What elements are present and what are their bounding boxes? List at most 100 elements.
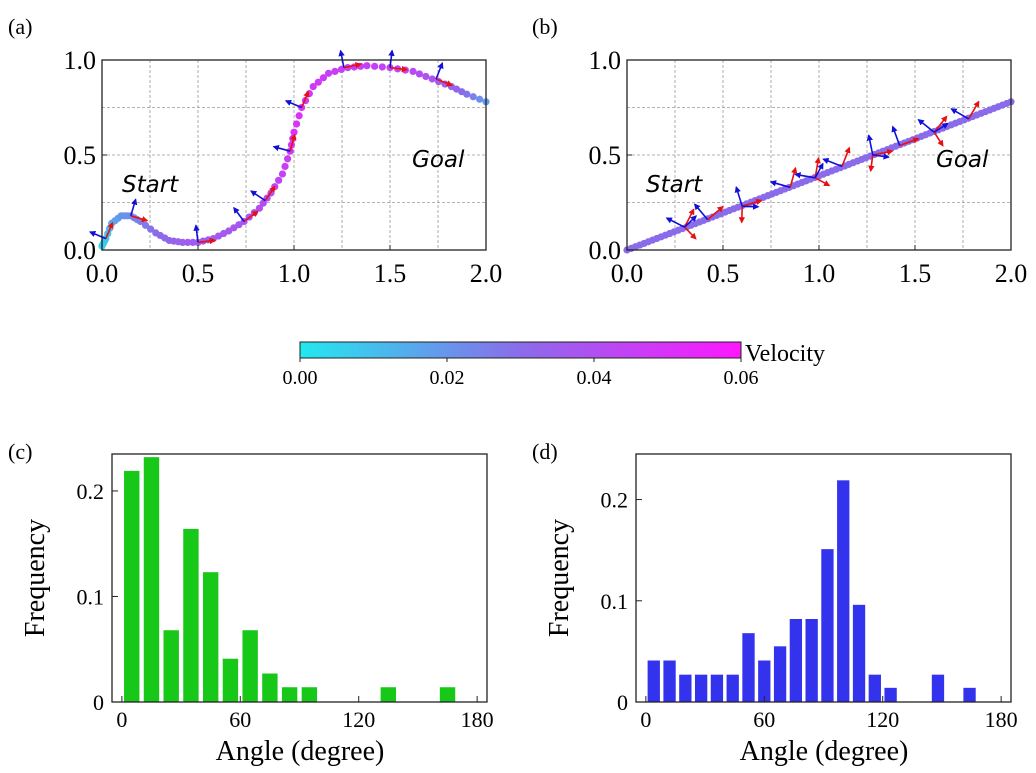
frame-y-arrow (693, 203, 709, 221)
x-tick-label: 0.5 (707, 259, 740, 288)
y-axis-label-d: Frequency (544, 519, 575, 637)
x-tick-label: 0 (640, 707, 651, 732)
x-axis-label-c: Angle (degree) (216, 736, 385, 767)
frame-x-arrow (197, 237, 217, 245)
x-tick-label: 120 (866, 707, 899, 732)
y-tick-label: 0 (617, 690, 628, 715)
frame-y-arrow (872, 153, 890, 160)
panel-label-a: (a) (8, 14, 32, 39)
frame-y-arrow (272, 144, 291, 152)
frame-x-arrow (435, 78, 454, 87)
y-tick-label: 0.0 (589, 236, 622, 265)
frame-y-arrow (130, 198, 138, 217)
frame-y-arrow (233, 206, 245, 222)
histogram-bar (837, 480, 850, 702)
frame-y-arrow (435, 62, 444, 80)
x-tick-label: 1.0 (803, 259, 836, 288)
frame-x-arrow (343, 62, 362, 69)
trajectory-point (356, 62, 365, 70)
frame-x-arrow (264, 185, 276, 202)
histogram-bar (202, 572, 219, 702)
frame-y-arrow (769, 180, 791, 189)
histogram-bar (758, 660, 771, 702)
histogram-bar (694, 674, 708, 702)
frame-x-arrow (243, 210, 259, 223)
frame-y-arrow (684, 215, 697, 228)
x-tick-label: 1.5 (899, 259, 932, 288)
x-tick-label: 0 (116, 707, 127, 732)
x-tick-label: 0.5 (182, 259, 215, 288)
histogram-bar (821, 549, 834, 702)
start-annotation-a: Start (122, 172, 179, 198)
frame-x-arrow (872, 148, 894, 156)
colorbar-tick-label: 0.02 (430, 367, 465, 389)
x-tick-label: 60 (753, 707, 775, 732)
frame-y-arrow (193, 224, 200, 243)
frame-x-arrow (868, 154, 875, 173)
y-tick-label: 0 (93, 690, 104, 715)
histogram-bar (789, 618, 803, 702)
velocity-colorbar: 0.00 0.02 0.04 0.06 Velocity (283, 341, 825, 389)
y-tick-label: 1.0 (589, 46, 622, 75)
trajectory-point (476, 95, 484, 103)
frame-y-arrow (917, 118, 935, 133)
y-tick-label: 0.1 (77, 584, 105, 609)
frame-x-arrow (814, 177, 831, 187)
histogram-bar (242, 630, 258, 702)
trajectory-plot-a: 0.0 0.5 1.0 1.5 2.0 0.0 0.5 1.0 Start Goal (64, 46, 503, 288)
frame-x-arrow (933, 131, 944, 147)
x-tick-label: 60 (229, 707, 251, 732)
frame-x-arrow (289, 133, 297, 152)
histogram-bar (380, 687, 397, 702)
frame-y-arrow (734, 185, 743, 207)
frame-x-arrow (707, 205, 724, 221)
histogram-c: 0 60 120 180 0 0.1 0.2 Angle (degree) Frequenc… (20, 453, 494, 767)
frame-y-arrow (250, 190, 266, 202)
y-axis-label-c: Frequency (20, 519, 51, 637)
frame-y-arrow (814, 162, 824, 179)
x-tick-label: 180 (985, 707, 1018, 732)
trajectory-point (371, 62, 379, 70)
frame-y-arrow (866, 134, 874, 156)
trajectory-point (422, 72, 430, 81)
trajectory-point (295, 112, 303, 120)
trajectory-point (314, 78, 322, 86)
goal-annotation-b: Goal (936, 147, 989, 173)
trajectory-point (255, 204, 264, 212)
trajectory-point (292, 120, 301, 128)
y-tick-label: 0.1 (601, 589, 629, 614)
histogram-d: 0 60 120 180 0 0.1 0.2 Angle (degree) Frequenc… (544, 453, 1018, 767)
x-tick-label: 0.0 (86, 259, 119, 288)
colorbar-tick-label: 0.06 (724, 367, 759, 389)
frame-x-arrow (741, 198, 763, 208)
colorbar-tick-label: 0.00 (283, 367, 318, 389)
frame-x-arrow (933, 115, 948, 133)
y-tick-label: 0.5 (64, 141, 97, 170)
histogram-bar (884, 687, 897, 702)
trajectory-point (463, 90, 471, 98)
frame-y-arrow (284, 99, 302, 109)
histogram-bar (931, 674, 945, 702)
histogram-bar (805, 618, 818, 702)
histogram-bar (262, 673, 278, 702)
frame-x-arrow (814, 156, 821, 178)
trajectory-point (281, 162, 289, 170)
x-axis-label-d: Angle (degree) (740, 736, 909, 767)
frame-x-arrow (899, 137, 920, 147)
frame-x-arrow (684, 226, 697, 240)
axes-frame-c (111, 453, 488, 703)
frame-x-arrow (683, 208, 695, 228)
y-tick-label: 0.2 (601, 488, 629, 513)
histogram-bar (439, 687, 456, 702)
start-annotation-b: Start (646, 172, 703, 198)
x-tick-label: 2.0 (995, 259, 1028, 288)
trajectory-point (324, 69, 333, 77)
histogram-bar (163, 630, 179, 702)
histogram-bar (663, 660, 676, 702)
frame-x-arrow (968, 100, 980, 120)
histogram-bar (183, 528, 199, 702)
histogram-bar (868, 674, 881, 702)
frame-y-arrow (950, 108, 970, 120)
x-tick-label: 0.0 (611, 259, 644, 288)
frame-y-arrow (822, 158, 843, 168)
